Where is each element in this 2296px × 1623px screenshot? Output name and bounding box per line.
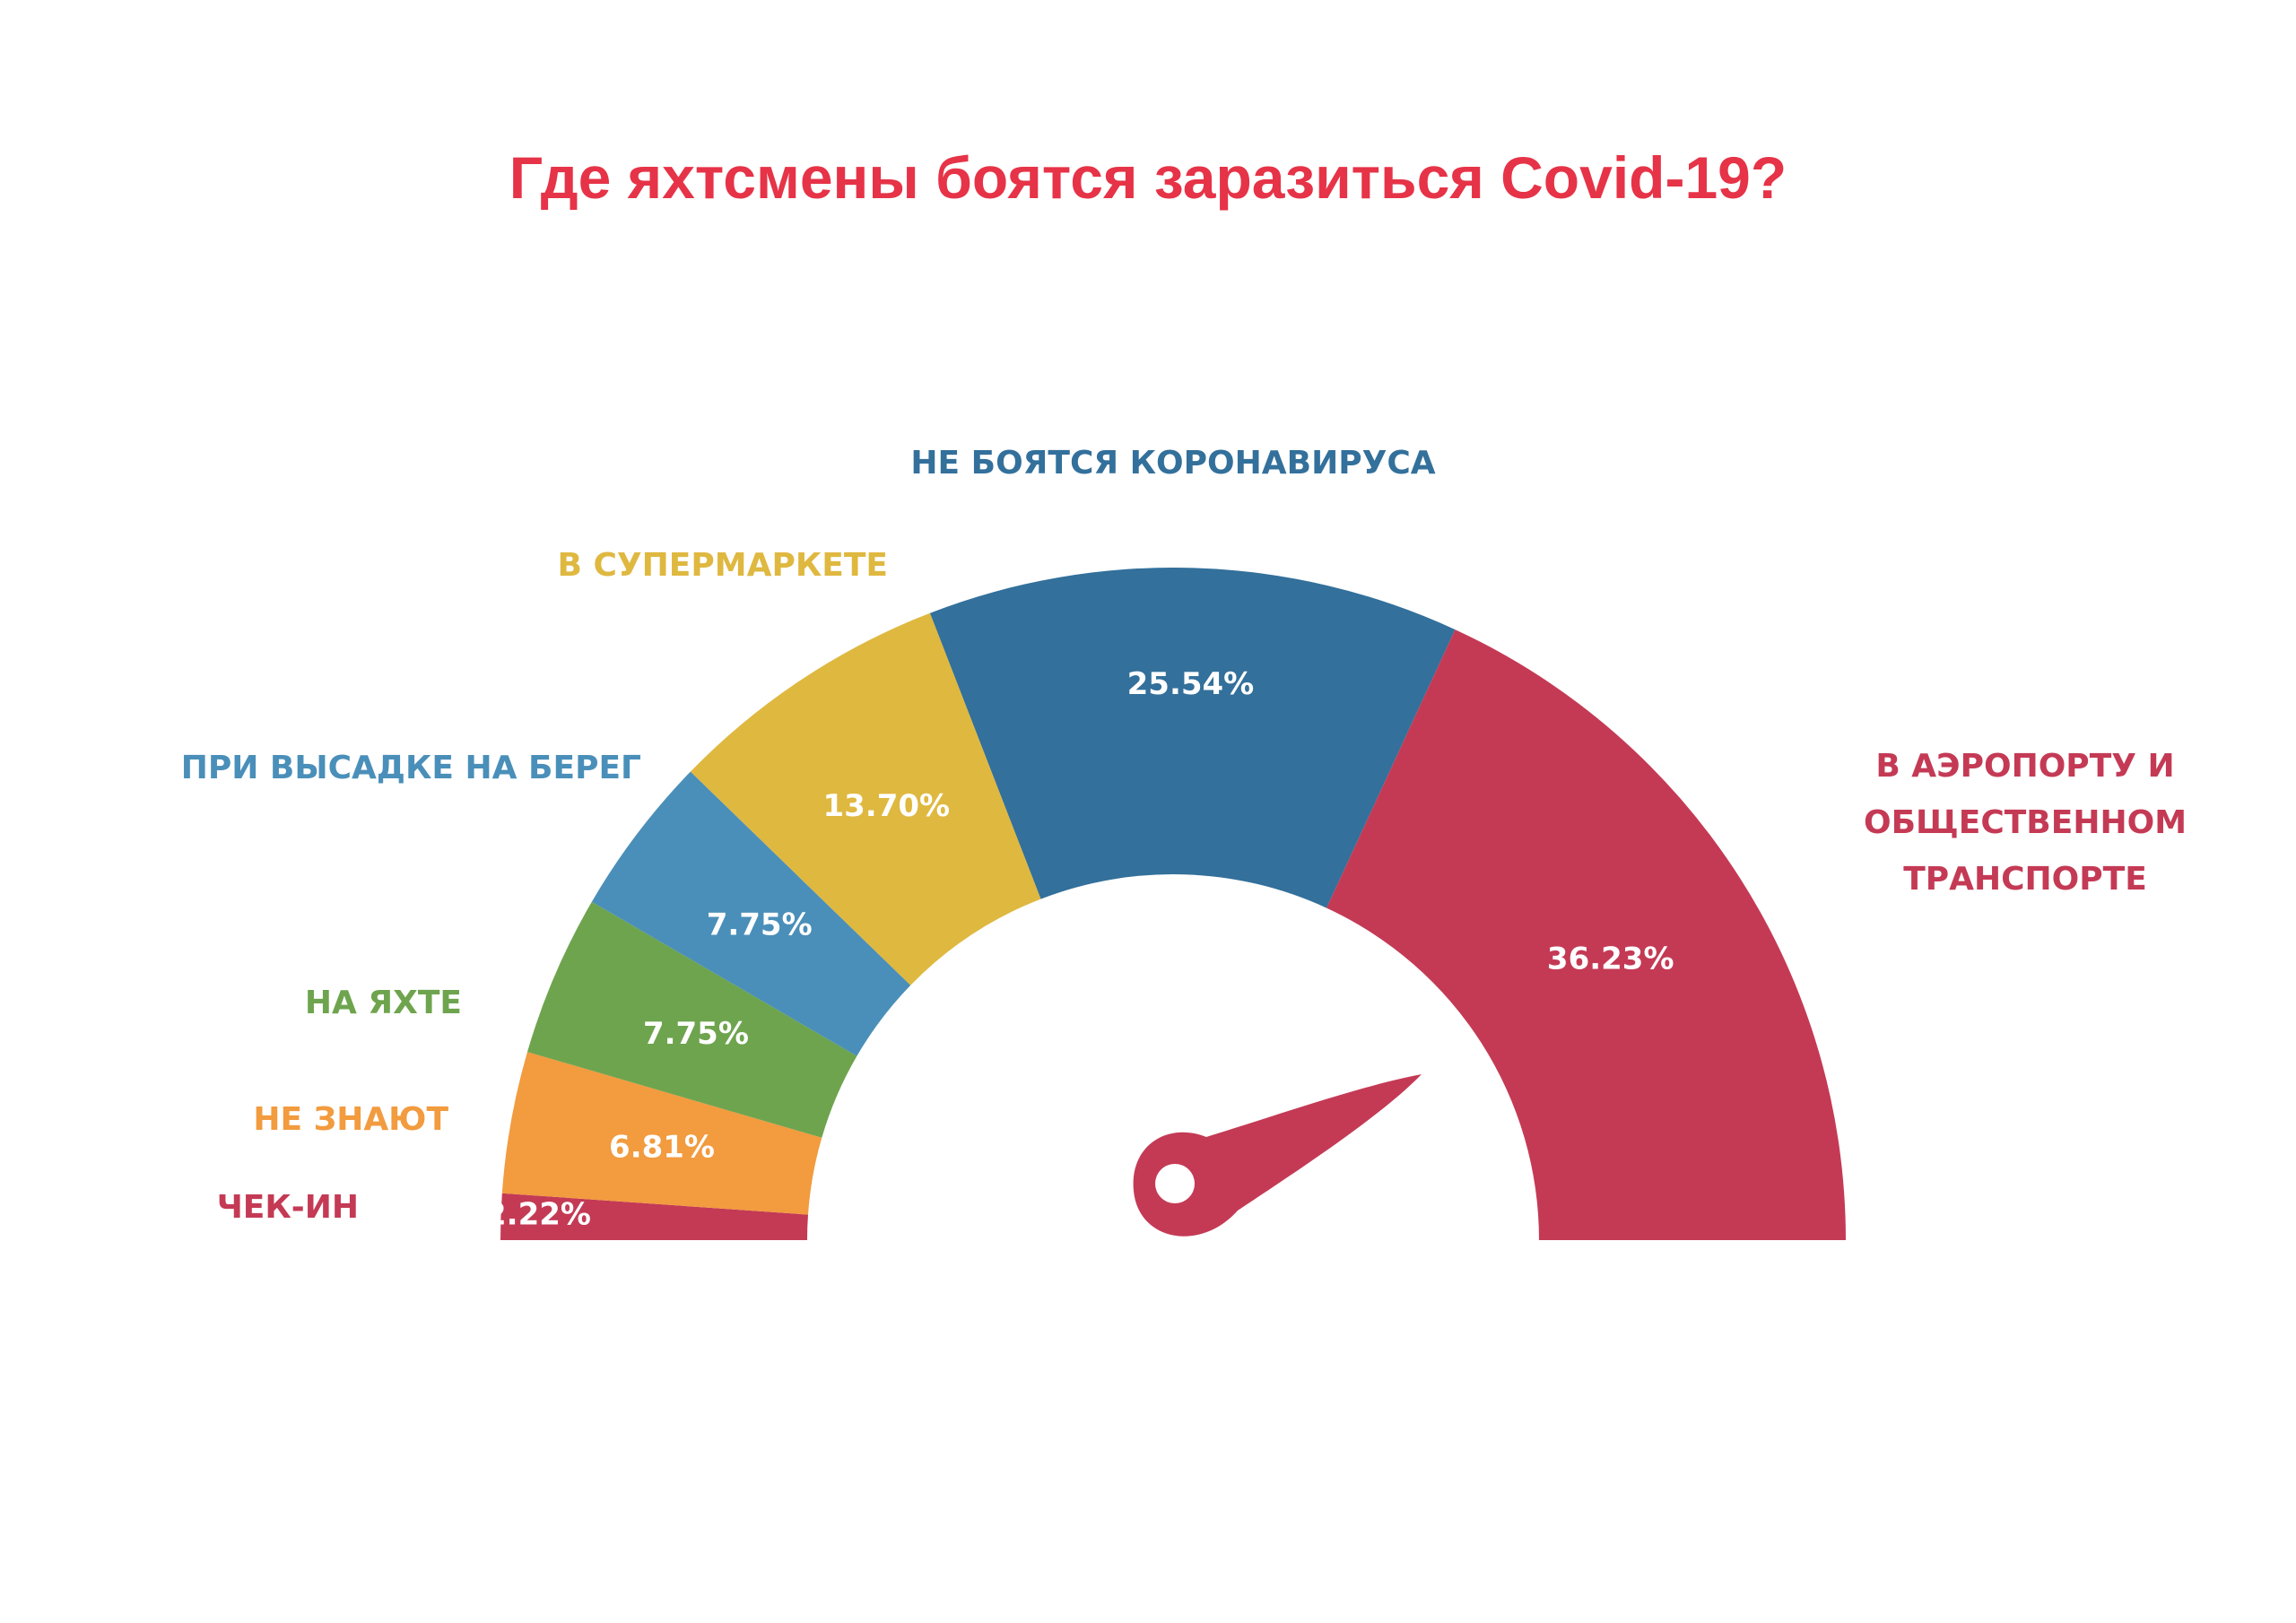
- gauge-slice-4: [591, 771, 911, 1056]
- gauge-slice-6: [929, 568, 1456, 908]
- value-labels-group: 2.22% 6.81% 7.75% 7.75% 13.70% 25.54% 36.23%: [485, 666, 1674, 1233]
- slice-category-label: В СУПЕРМАРКЕТЕ: [558, 547, 889, 584]
- category-labels-group: ЧЕК-ИН НЕ ЗНАЮТ НА ЯХТЕ ПРИ ВЫСАДКЕ НА БЕРЕ…: [181, 445, 2187, 1226]
- slice-category-label: ЧЕК-ИН: [217, 1189, 359, 1226]
- slice-value-label: 7.75%: [707, 907, 813, 943]
- slice-category-label: В АЭРОПОРТУ И ОБЩЕСТВЕННОМ ТРАНСПОРТЕ: [1864, 748, 2187, 898]
- gauge-slice-3: [526, 901, 857, 1138]
- slice-value-label: 25.54%: [1127, 666, 1255, 702]
- slice-value-label: 6.81%: [609, 1130, 715, 1166]
- slice-value-label: 36.23%: [1547, 941, 1674, 976]
- slice-category-label-line: ОБЩЕСТВЕННОМ: [1864, 804, 2187, 841]
- slice-category-label: НЕ ЗНАЮТ: [253, 1101, 448, 1138]
- slice-category-label-line: ТРАНСПОРТЕ: [1903, 861, 2147, 898]
- slice-category-label: НА ЯХТЕ: [305, 985, 462, 1021]
- needle-group: [1133, 1074, 1422, 1237]
- gauge-slice-7: [1326, 629, 1846, 1240]
- slice-category-label: ПРИ ВЫСАДКЕ НА БЕРЕГ: [181, 750, 641, 786]
- slice-value-label: 7.75%: [643, 1016, 749, 1052]
- chart-title: Где яхтсмены боятся заразиться Covid-19?: [509, 144, 1787, 211]
- gauge-slice-1: [500, 1193, 808, 1240]
- slice-category-label: НЕ БОЯТСЯ КОРОНАВИРУСА: [910, 445, 1435, 482]
- gauge-needle: [1133, 1074, 1422, 1237]
- needle-hub: [1155, 1164, 1195, 1203]
- slice-value-label: 13.70%: [822, 788, 950, 824]
- slices-group: [500, 568, 1846, 1240]
- slice-value-label: 2.22%: [485, 1197, 591, 1233]
- slice-category-label-line: В АЭРОПОРТУ И: [1875, 748, 2174, 785]
- gauge-slice-5: [690, 612, 1041, 985]
- gauge-slice-2: [501, 1052, 822, 1215]
